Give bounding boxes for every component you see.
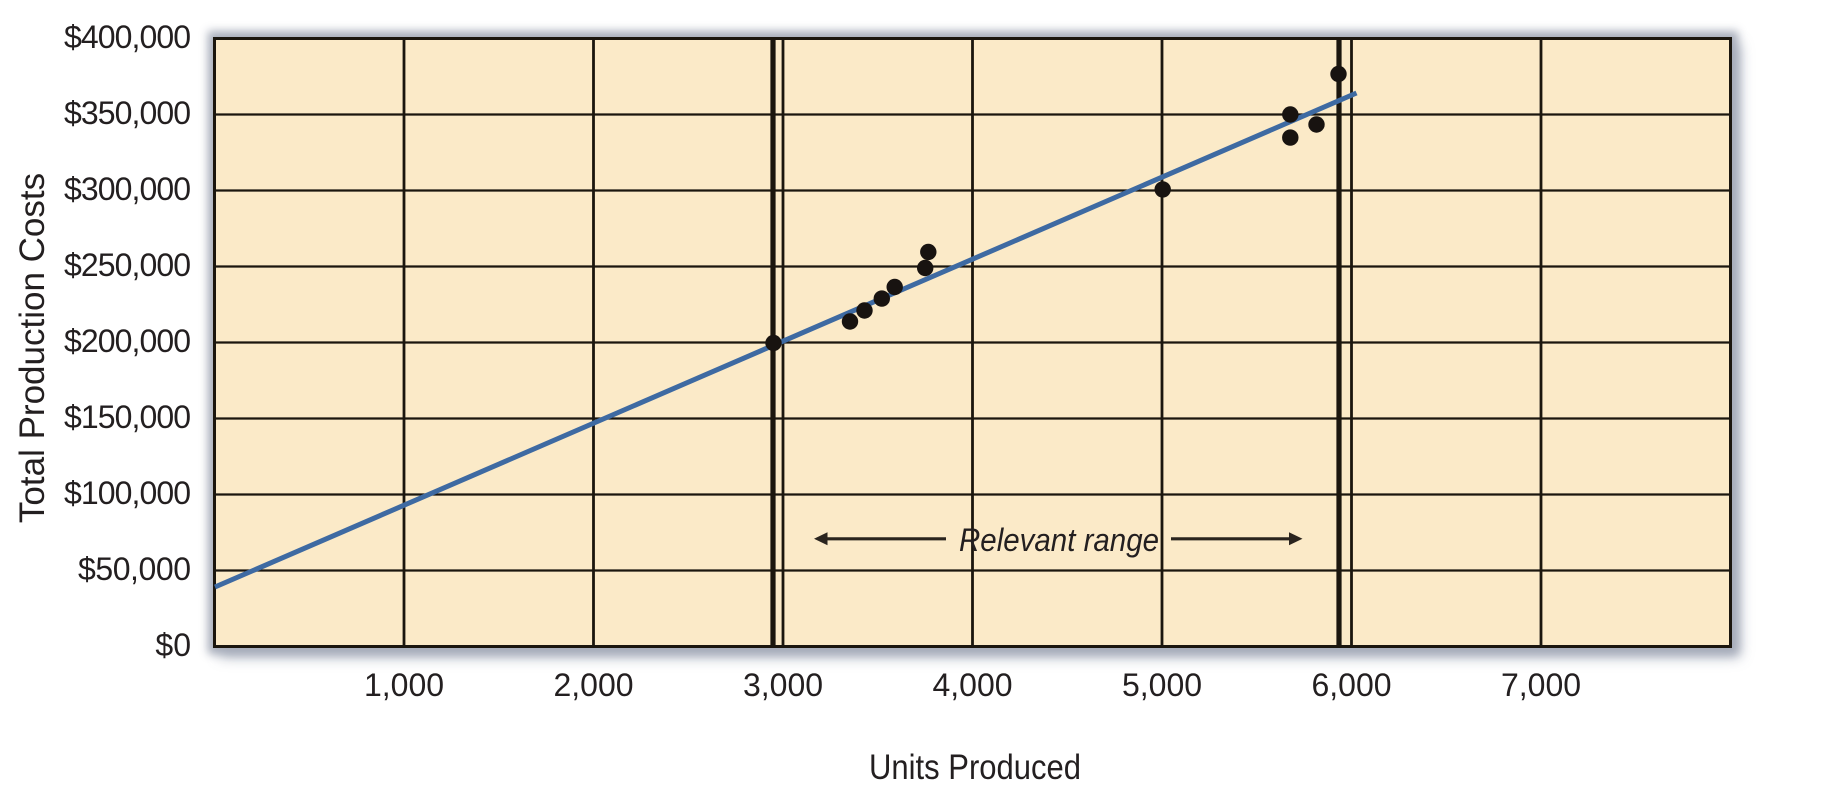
svg-text:7,000: 7,000 [1501, 667, 1581, 703]
svg-text:Total Production Costs: Total Production Costs [13, 173, 52, 523]
svg-text:$0: $0 [155, 627, 191, 663]
svg-text:$200,000: $200,000 [64, 323, 191, 359]
svg-text:Units Produced: Units Produced [869, 748, 1081, 787]
svg-text:$100,000: $100,000 [64, 475, 191, 511]
svg-text:4,000: 4,000 [932, 667, 1012, 703]
svg-text:$300,000: $300,000 [64, 171, 191, 207]
svg-text:6,000: 6,000 [1311, 667, 1391, 703]
svg-text:$400,000: $400,000 [64, 19, 191, 55]
svg-text:2,000: 2,000 [553, 667, 633, 703]
svg-text:$150,000: $150,000 [64, 399, 191, 435]
svg-text:$250,000: $250,000 [64, 247, 191, 283]
svg-text:1,000: 1,000 [364, 667, 444, 703]
svg-text:3,000: 3,000 [743, 667, 823, 703]
svg-text:5,000: 5,000 [1122, 667, 1202, 703]
svg-text:Relevant range: Relevant range [959, 522, 1159, 558]
svg-text:$350,000: $350,000 [64, 95, 191, 131]
svg-text:$50,000: $50,000 [78, 551, 191, 587]
